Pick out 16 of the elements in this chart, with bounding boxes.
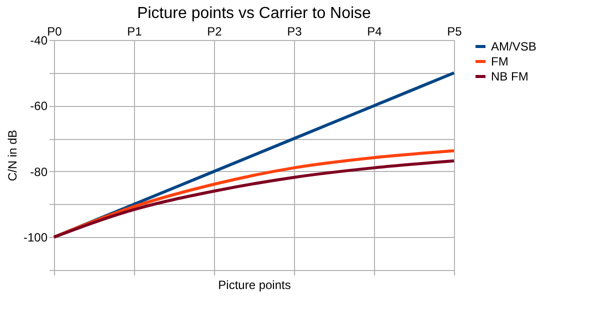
x-tick-label: P4	[367, 24, 382, 38]
x-tick-label: P5	[447, 24, 462, 38]
y-axis-title: C/N in dB	[5, 130, 20, 182]
legend-label: FM	[491, 54, 508, 68]
legend-label: NB FM	[491, 70, 528, 84]
x-tick-label: P2	[207, 24, 222, 38]
y-tick-label: -80	[30, 164, 48, 179]
y-tick-label: -40	[30, 34, 48, 48]
x-tick-label: P3	[287, 24, 302, 38]
y-tick-label: -60	[30, 99, 48, 114]
x-tick-label: P1	[127, 24, 142, 38]
chart-title: Picture points vs Carrier to Noise	[137, 5, 372, 22]
x-tick-label: P0	[47, 24, 62, 38]
y-tick-label: -100	[23, 230, 48, 245]
x-axis-title: Picture points	[218, 278, 291, 292]
legend-label: AM/VSB	[491, 40, 536, 54]
